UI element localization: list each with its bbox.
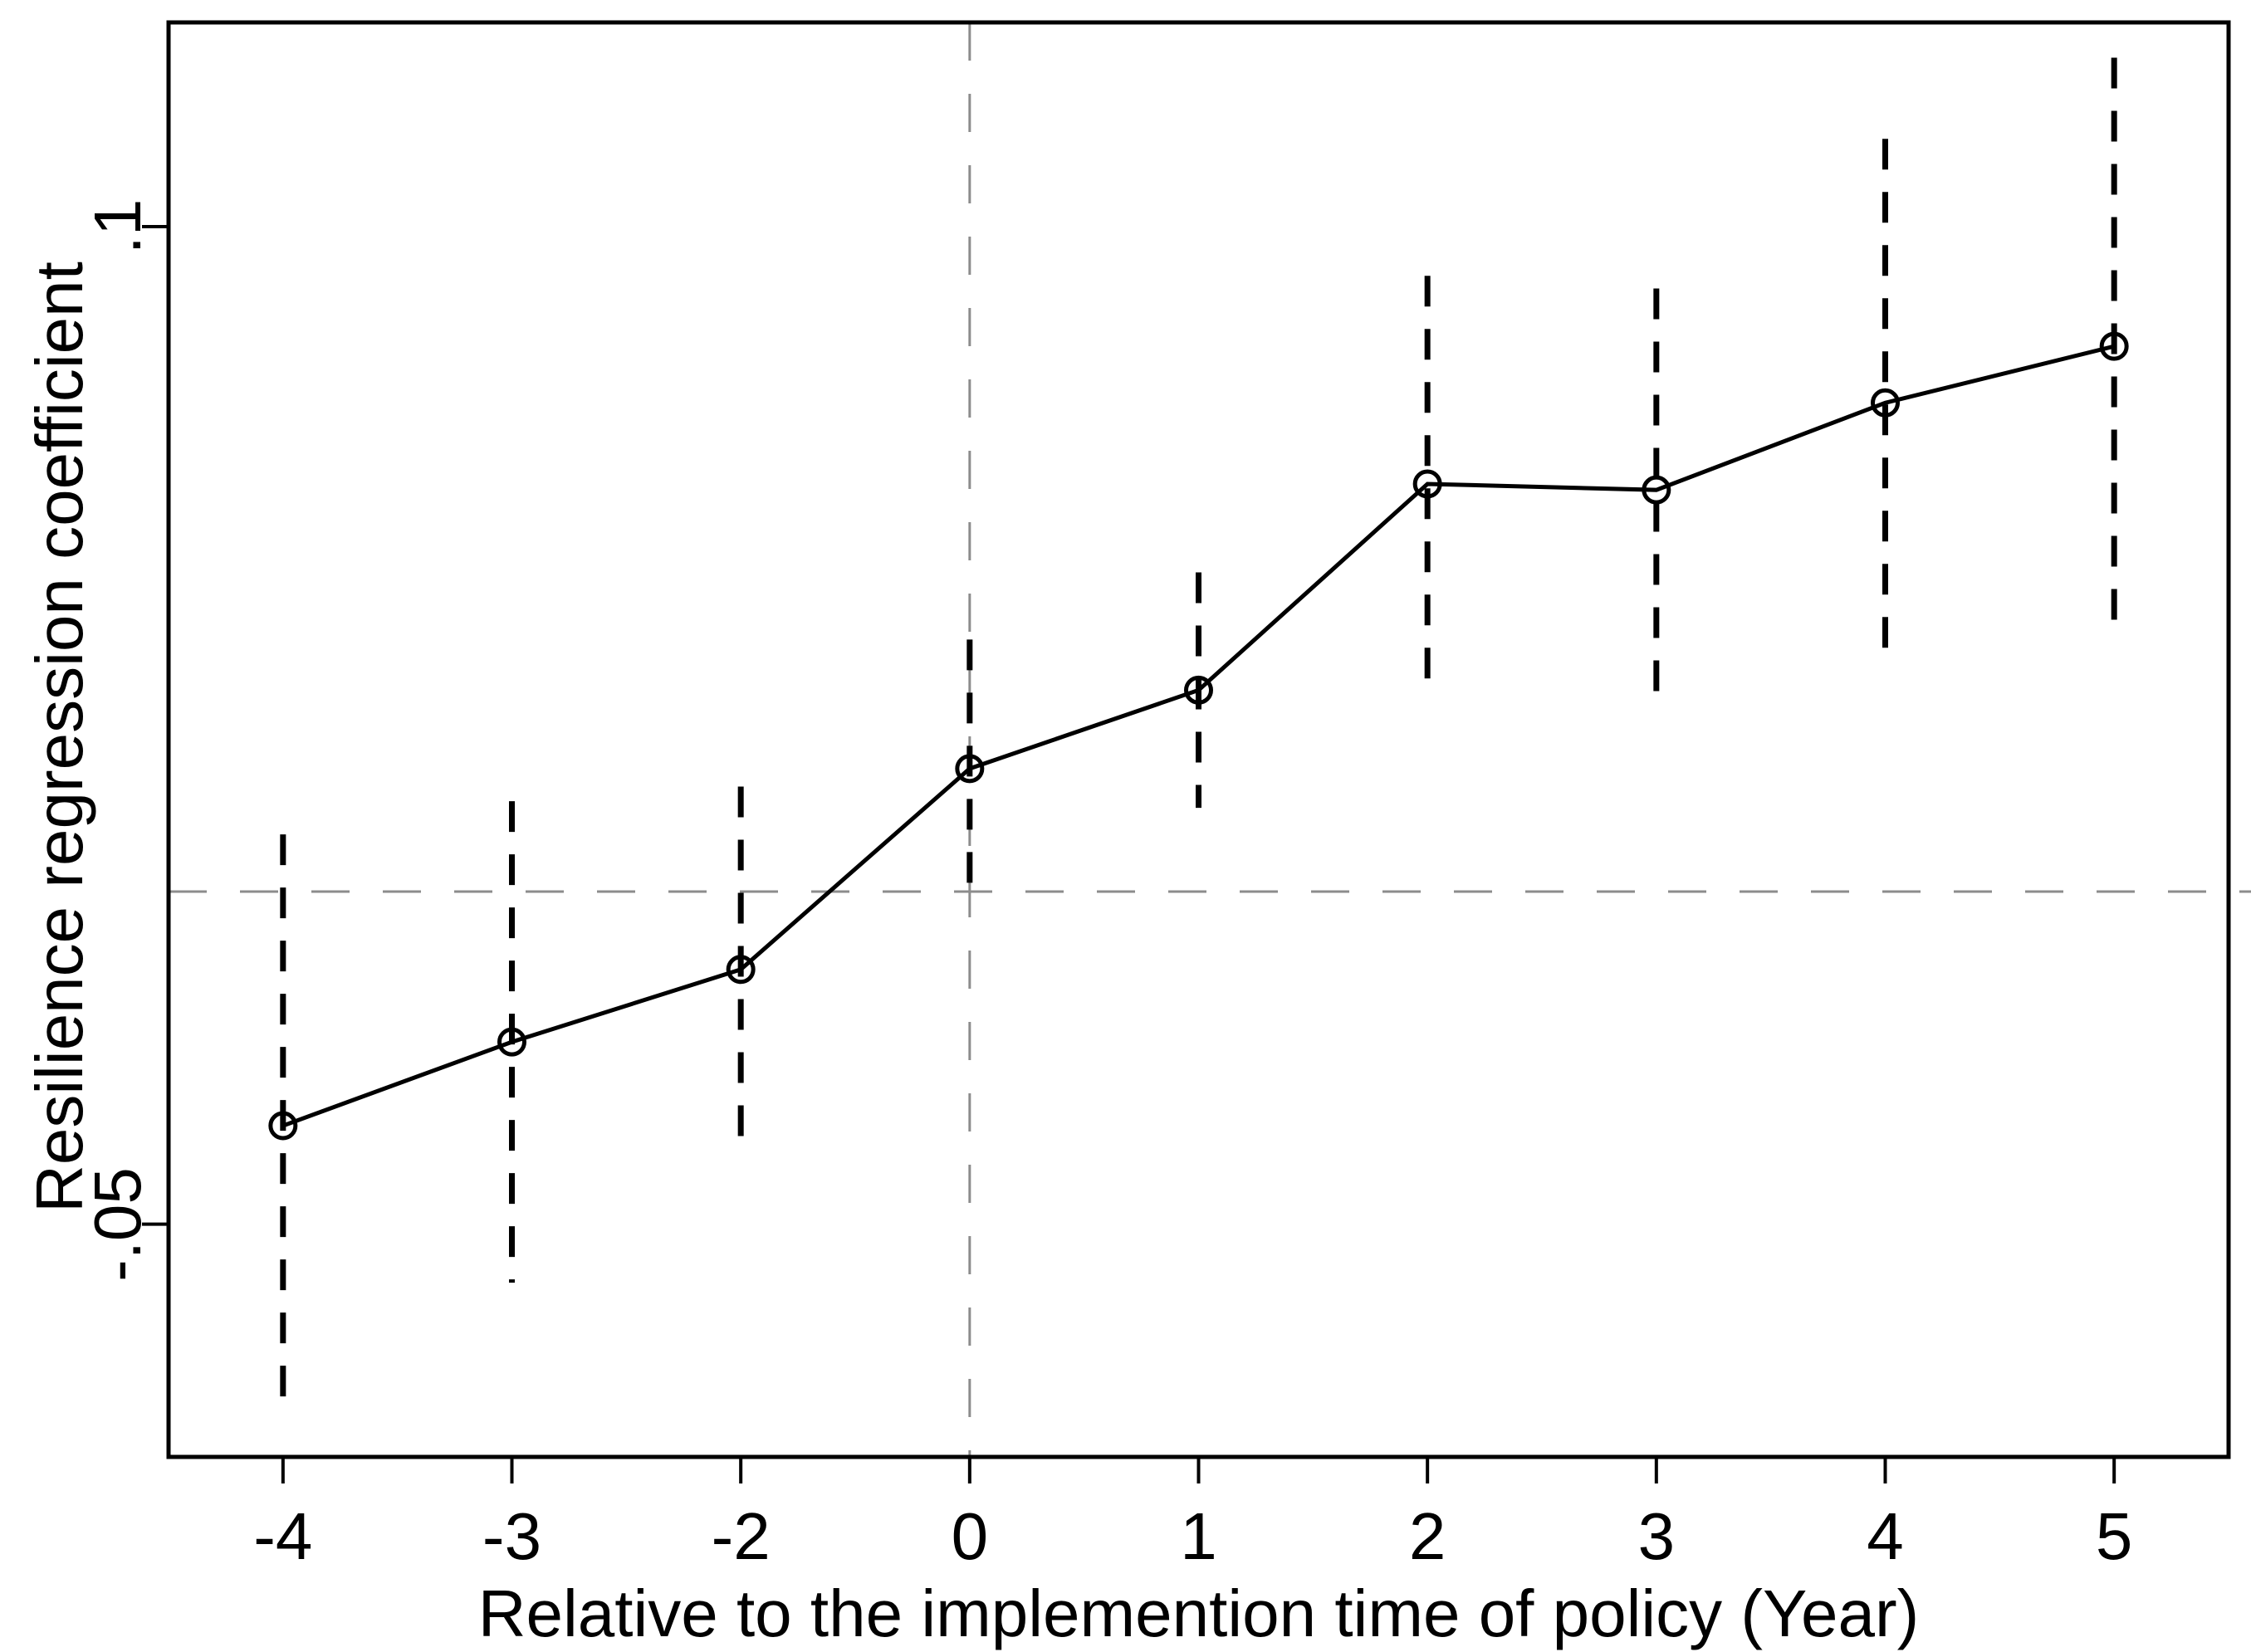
coefficient-marker [726,955,756,985]
coefficient-marker [2099,331,2129,361]
x-tick-label: 5 [2096,1499,2133,1573]
coefficient-marker [497,1027,526,1057]
coefficient-marker [268,1111,298,1141]
y-tick-label: -.05 [81,1166,154,1282]
coefficient-marker [1184,675,1213,705]
y-axis-title: Resilience regression coefficient [22,261,96,1213]
x-tick-label: 4 [1867,1499,1904,1573]
x-tick-label: 0 [952,1499,989,1573]
coefficient-line [281,344,2115,1128]
x-tick-label: 3 [1638,1499,1676,1573]
coefficient-marker [1642,475,1671,505]
coefficient-marker [1412,469,1442,499]
x-tick-label: -2 [712,1499,771,1573]
y-tick-label: .1 [81,198,154,255]
coefficient-marker [955,754,985,784]
x-tick-label: 2 [1409,1499,1446,1573]
x-tick-label: -4 [253,1499,312,1573]
x-tick-label: -3 [482,1499,541,1573]
x-tick-label: 1 [1180,1499,1217,1573]
coefficient-marker [1871,388,1900,418]
x-axis-title: Relative to the implemention time of pol… [477,1576,1920,1650]
